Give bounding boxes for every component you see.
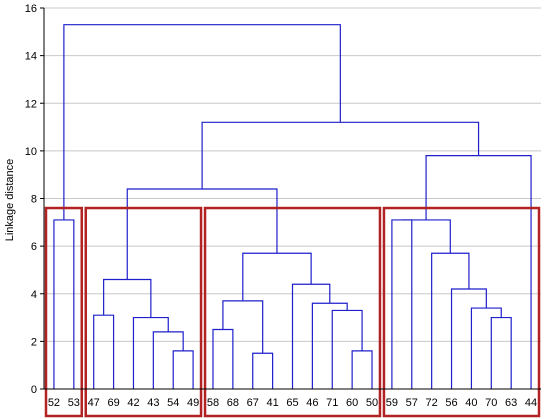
y-tick-label: 8 (31, 194, 37, 206)
dendrogram-branches (53, 24, 532, 389)
cluster-box-1 (44, 206, 84, 418)
branch-m18 (470, 307, 502, 389)
leaf-label: 54 (167, 397, 179, 409)
branch-m17 (490, 316, 512, 389)
leaf-label: 58 (207, 397, 219, 409)
leaf-label: 44 (525, 397, 537, 409)
leaf-label: 59 (386, 397, 398, 409)
branch-m19 (450, 288, 487, 389)
branch-m6 (103, 278, 152, 318)
branch-m20 (431, 252, 470, 389)
leaf-label: 56 (445, 397, 457, 409)
leaf-label: 50 (366, 397, 378, 409)
branch-m7 (212, 328, 234, 389)
leaf-label: 43 (147, 397, 159, 409)
leaf-labels: 52 53 47 69 42 43 54 49 58 68 67 41 65 46 71 60 50 59 57 72… (48, 397, 537, 409)
cluster-box-2 (84, 206, 203, 418)
leaf-label: 57 (406, 397, 418, 409)
leaf-label: 40 (465, 397, 477, 409)
y-tick-label: 14 (25, 51, 37, 63)
branch-m21 (401, 219, 451, 254)
leaf-label: 69 (107, 397, 119, 409)
branch-m3 (152, 331, 184, 389)
leaf-label: 72 (426, 397, 438, 409)
y-tick-label: 12 (25, 98, 37, 110)
leaf-label: 42 (127, 397, 139, 409)
leaf-label: 67 (247, 397, 259, 409)
leaf-label: 71 (326, 397, 338, 409)
branch-m24 (63, 24, 341, 220)
leaf-label: 65 (286, 397, 298, 409)
branch-m2 (172, 350, 194, 389)
y-tick-label: 10 (25, 146, 37, 158)
branch-m10 (351, 350, 373, 389)
cluster-boxes (44, 206, 541, 418)
y-tick-label: 16 (25, 3, 37, 15)
leaf-label: 63 (505, 397, 517, 409)
leaf-label: 60 (346, 397, 358, 409)
y-tick-label: 6 (31, 241, 37, 253)
cluster-box-3 (203, 206, 382, 418)
cluster-box-4 (382, 206, 541, 418)
branch-m13 (291, 283, 331, 389)
leaf-label: 47 (88, 397, 100, 409)
branch-m22 (425, 155, 532, 389)
branch-m11 (331, 309, 363, 389)
branch-m9 (222, 300, 264, 354)
leaf-label: 70 (485, 397, 497, 409)
leaf-label: 53 (68, 397, 80, 409)
y-tick-label: 4 (31, 289, 37, 301)
leaf-label: 52 (48, 397, 60, 409)
branch-m4 (132, 316, 169, 389)
leaf-label: 68 (227, 397, 239, 409)
leaf-label: 46 (306, 397, 318, 409)
y-tick-label: 0 (31, 384, 37, 396)
y-tick-labels: 0 2 4 6 8 10 12 14 16 (25, 3, 44, 396)
branch-m16 (391, 219, 413, 389)
leaf-label: 49 (187, 397, 199, 409)
branch-m5 (93, 314, 115, 389)
branch-m1 (53, 219, 75, 389)
leaf-label: 41 (266, 397, 278, 409)
y-tick-label: 2 (31, 336, 37, 348)
y-axis-label: Linkage distance (4, 159, 16, 242)
branch-m8 (252, 352, 274, 389)
branch-m12 (311, 302, 348, 389)
